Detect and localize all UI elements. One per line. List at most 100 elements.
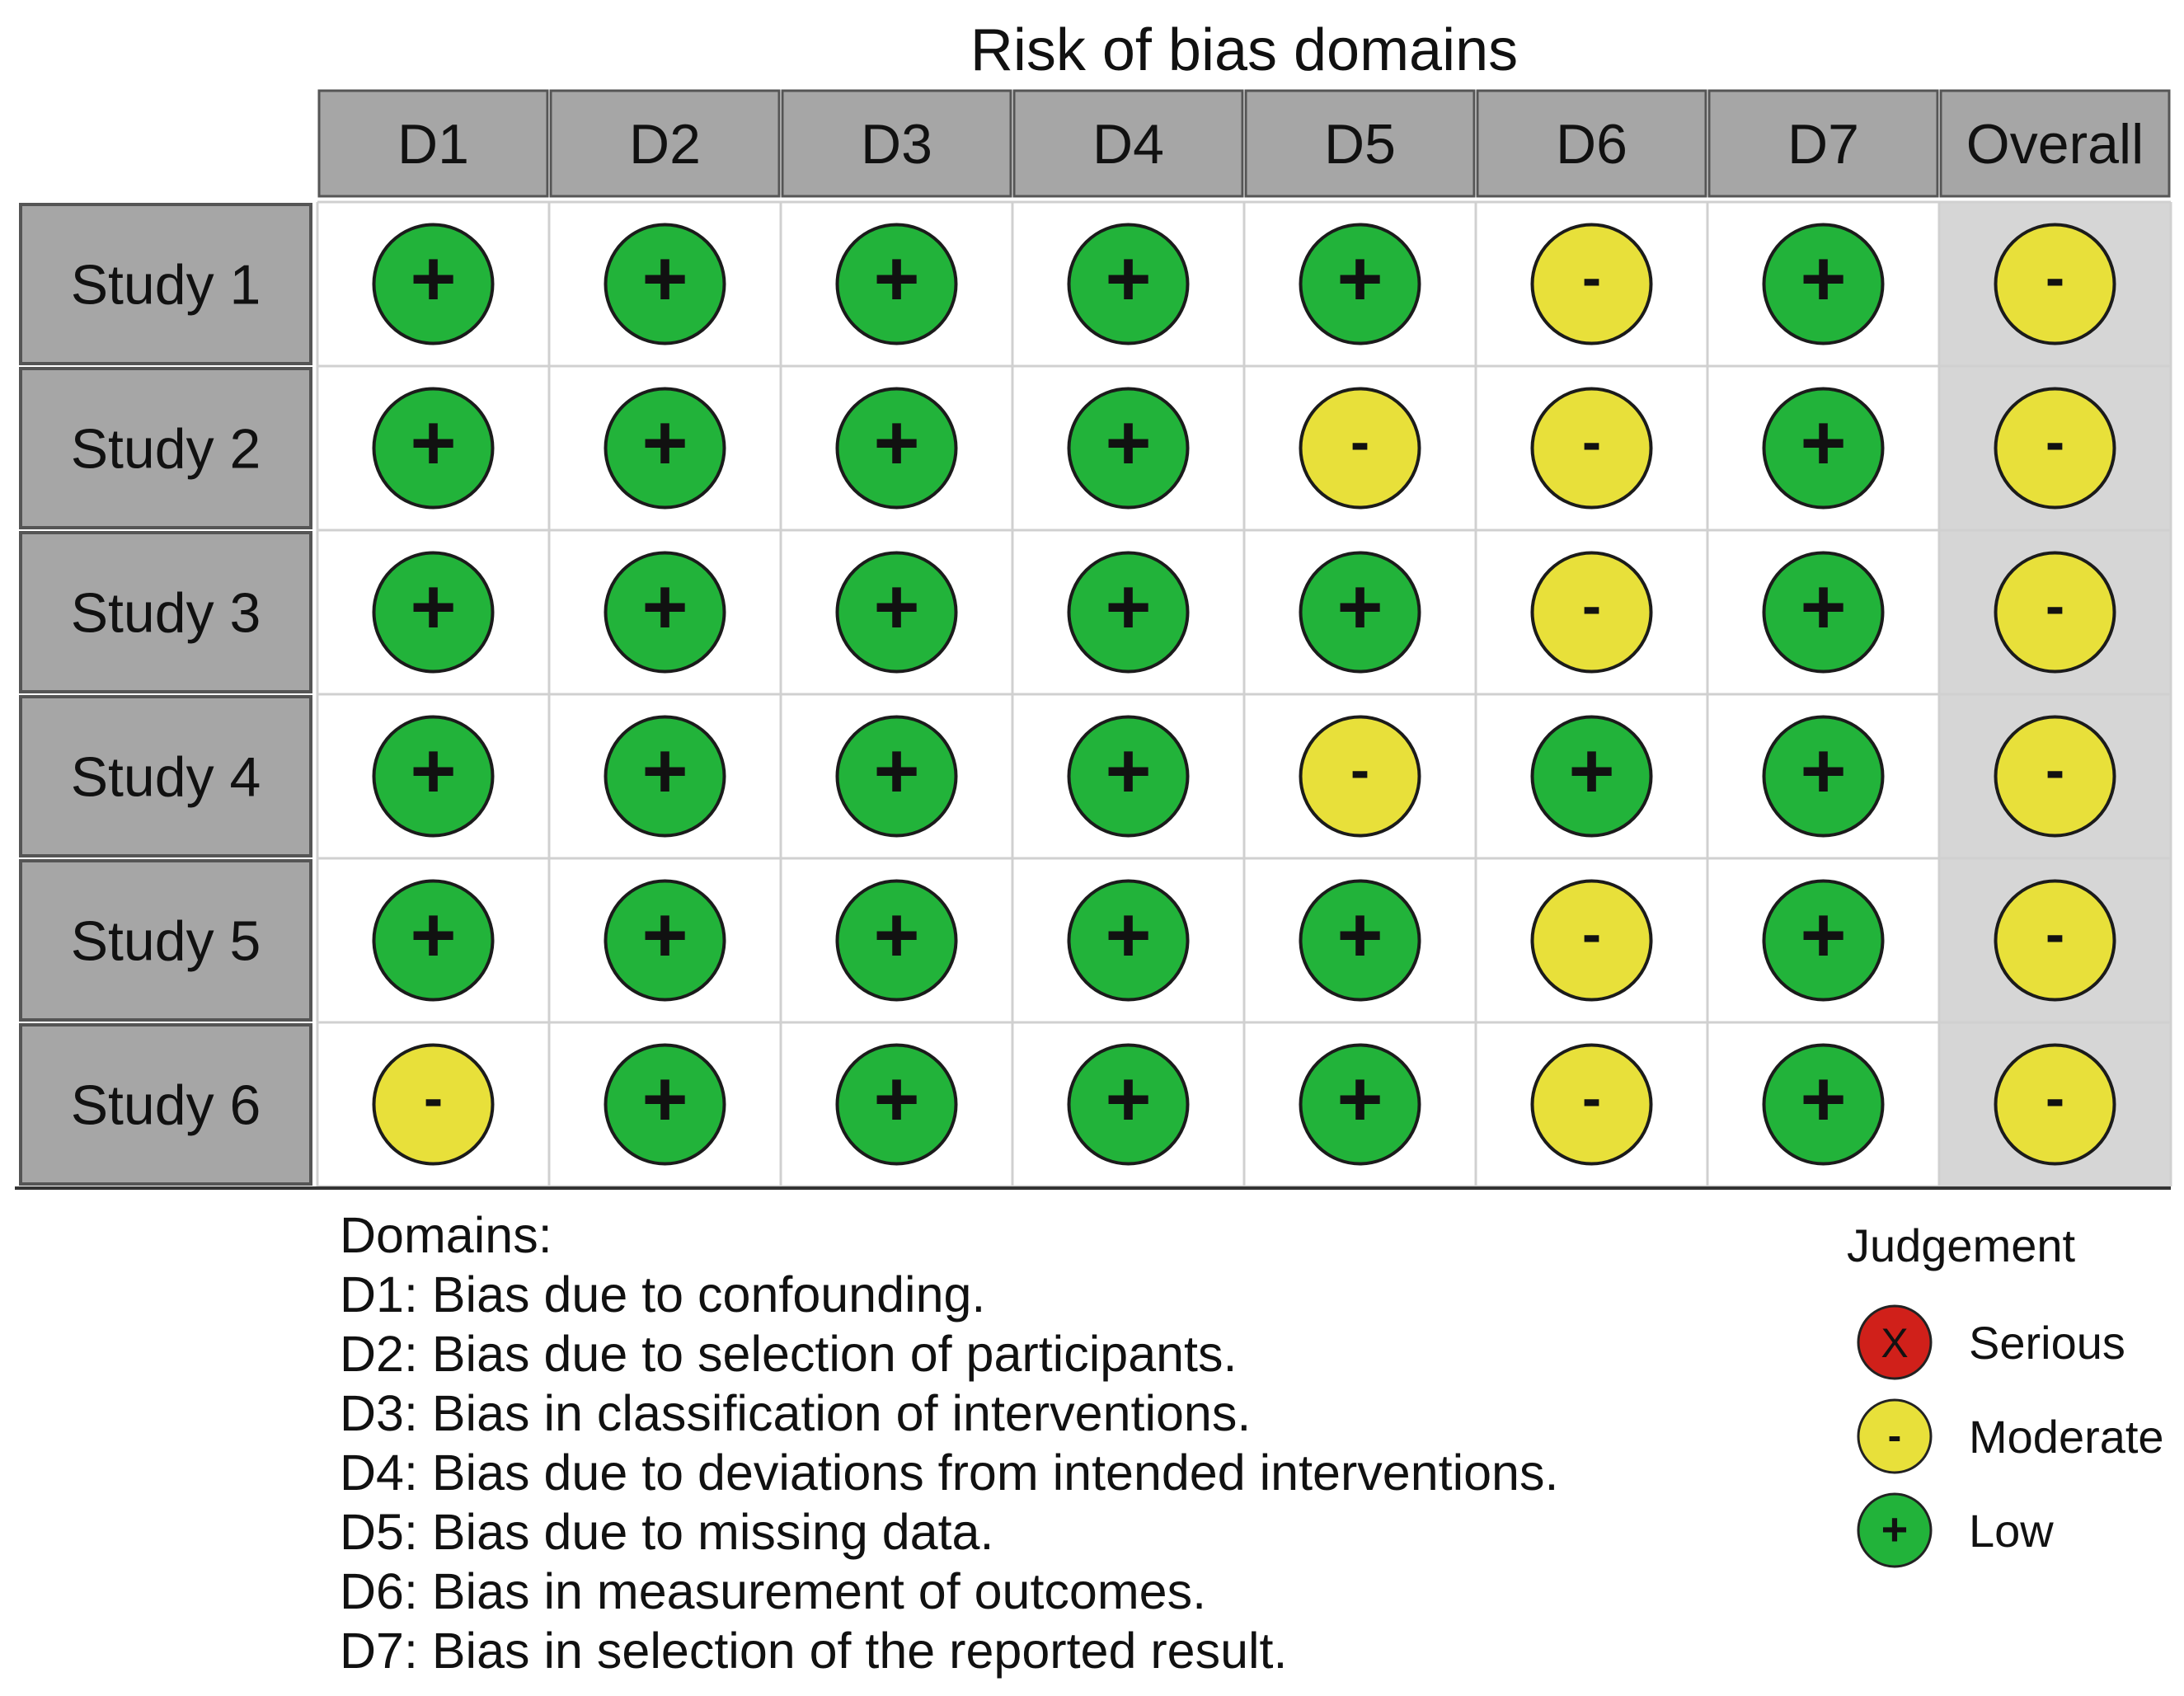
judgement-symbol: + [873,399,919,487]
legend-item-moderate: - Moderate [1853,1395,2164,1478]
judgement-symbol: + [641,727,688,815]
judgement-symbol: + [641,1055,688,1144]
column-header-d7 [1707,89,1939,198]
judgement-low-r1-c3 [835,223,958,345]
judgement-low-r6-c4 [1067,1043,1190,1166]
svg-text:-: - [1888,1412,1902,1459]
judgement-low-r1-c5 [1299,223,1421,345]
judgement-moderate-r3-c8 [1994,551,2116,674]
judgement-low-r3-c2 [604,551,726,674]
judgement-low-r4-c2 [604,715,726,838]
judgement-low-r3-c3 [835,551,958,674]
judgement-moderate-r5-c6 [1530,879,1653,1002]
judgement-low-r3-c1 [372,551,495,674]
domain-item-d2: D2: Bias due to selection of participant… [340,1326,1238,1382]
judgement-low-r4-c4 [1067,715,1190,838]
svg-text:X: X [1881,1320,1908,1366]
legend-label-moderate: Moderate [1969,1410,2164,1463]
row-label-3 [19,531,312,693]
judgement-symbol: - [2045,246,2064,310]
row-label-text: Study 1 [71,254,261,317]
column-header-d5 [1244,89,1476,198]
judgement-symbol: + [1800,235,1846,323]
column-header-d4 [1012,89,1244,198]
judgement-symbol: + [1800,563,1846,651]
judgement-symbol: + [1800,1055,1846,1144]
row-label-5 [19,859,312,1022]
judgement-symbol: + [641,891,688,980]
judgement-moderate-r2-c8 [1994,387,2116,510]
legend-item-serious: X Serious [1853,1301,2125,1384]
judgement-low-r1-c1 [372,223,495,345]
judgement-symbol: + [1105,1055,1151,1144]
judgement-symbol: - [1582,902,1601,966]
judgement-low-r3-c7 [1762,551,1885,674]
judgement-symbol: + [1105,563,1151,651]
judgement-symbol: + [873,891,919,980]
judgement-symbol: + [1105,235,1151,323]
domain-item-d1: D1: Bias due to confounding. [340,1266,986,1323]
column-header-d1 [317,89,549,198]
judgement-symbol: + [1336,891,1383,980]
svg-text:+: + [1881,1503,1909,1555]
judgement-symbol: - [424,1066,443,1130]
column-header-label: D6 [1556,113,1627,176]
risk-of-bias-chart: Risk of bias domains D1 D2 D3 D4 D5 D6 D7 Overal… [15,17,2172,1190]
legend-label-serious: Serious [1969,1316,2125,1369]
judgement-symbol: + [641,563,688,651]
judgement-low-r4-c7 [1762,715,1885,838]
judgement-symbol: + [1800,891,1846,980]
judgement-low-r6-c3 [835,1043,958,1166]
judgement-low-r2-c2 [604,387,726,510]
column-header-label: D2 [629,113,701,176]
judgement-low-r3-c4 [1067,551,1190,674]
column-header-overall [1939,89,2171,198]
judgement-moderate-r6-c1 [372,1043,495,1166]
judgement-moderate-r1-c8 [1994,223,2116,345]
judgement-symbol: - [2045,1066,2064,1130]
judgement-moderate-r6-c6 [1530,1043,1653,1166]
legend-label-low: Low [1969,1504,2054,1557]
column-header-label: D7 [1787,113,1859,176]
judgement-symbol: + [1336,1055,1383,1144]
judgement-low-r4-c1 [372,715,495,838]
column-header-d6 [1476,89,1707,198]
judgement-low-r6-c5 [1299,1043,1421,1166]
judgement-low-r5-c1 [372,879,495,1002]
judgement-moderate-r6-c8 [1994,1043,2116,1166]
judgement-symbol: - [1582,1066,1601,1130]
judgement-symbol: + [1105,399,1151,487]
judgement-low-r5-c3 [835,879,958,1002]
judgement-symbol: + [873,1055,919,1144]
domain-item-d6: D6: Bias in measurement of outcomes. [340,1563,1207,1619]
judgement-moderate-r4-c5 [1299,715,1421,838]
judgement-symbol: + [1800,727,1846,815]
judgement-moderate-r2-c6 [1530,387,1653,510]
judgement-low-r2-c4 [1067,387,1190,510]
judgement-low-r3-c5 [1299,551,1421,674]
judgement-low-r2-c1 [372,387,495,510]
judgement-low-r4-c3 [835,715,958,838]
judgement-low-r5-c4 [1067,879,1190,1002]
judgement-symbol: - [1350,410,1369,474]
judgement-symbol: + [410,399,456,487]
column-header-label: D3 [861,113,932,176]
domain-item-d7: D7: Bias in selection of the reported re… [340,1623,1288,1679]
judgement-low-r6-c7 [1762,1043,1885,1166]
judgement-low-r5-c7 [1762,879,1885,1002]
judgement-symbol: + [641,235,688,323]
legend-title: Judgement [1847,1219,2076,1271]
column-header-d2 [549,89,781,198]
judgement-moderate-r1-c6 [1530,223,1653,345]
judgement-low-r4-c6 [1530,715,1653,838]
domain-item-d3: D3: Bias in classification of interventi… [340,1385,1252,1441]
judgement-symbol: + [1336,563,1383,651]
legend-item-low: + Low [1853,1489,2054,1572]
judgement-moderate-r5-c8 [1994,879,2116,1002]
serious-icon: X [1857,1304,1933,1380]
judgement-symbol: - [1350,738,1369,802]
judgement-symbol: + [873,727,919,815]
column-header-d3 [781,89,1012,198]
judgement-moderate-r3-c6 [1530,551,1653,674]
judgement-symbol: + [1800,399,1846,487]
